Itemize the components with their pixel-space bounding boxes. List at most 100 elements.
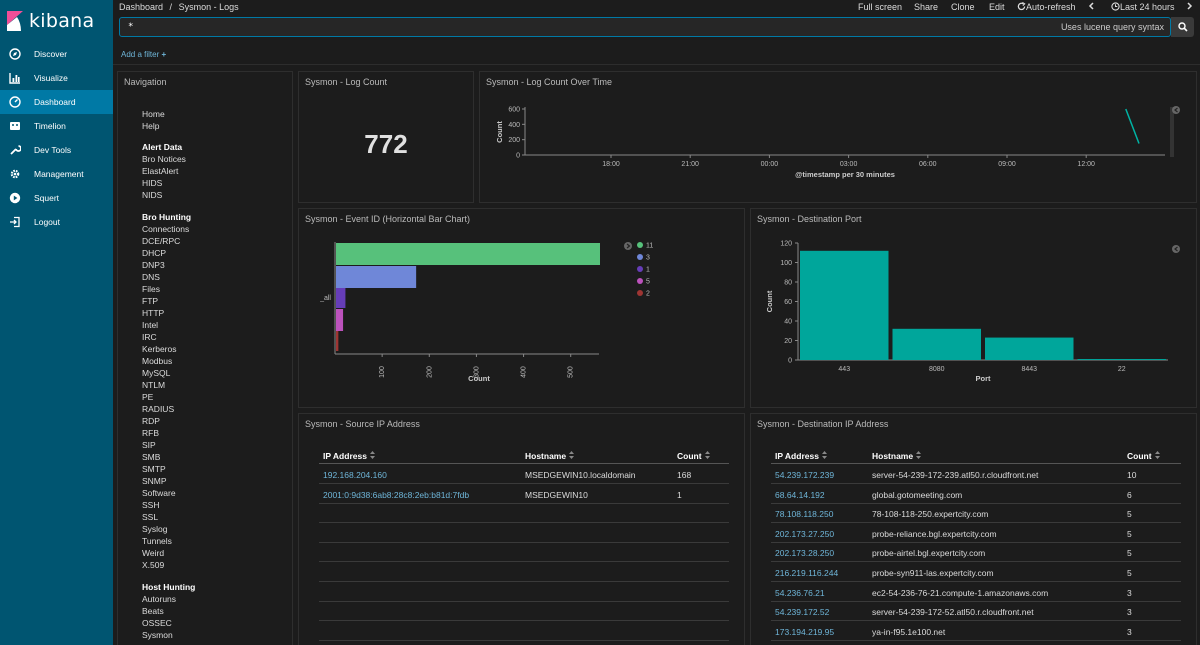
port-bar-22[interactable] [1077, 359, 1167, 360]
nav-link[interactable]: HIDS [142, 178, 163, 188]
ip-address-cell[interactable]: 68.64.14.192 [775, 489, 825, 500]
legend-toggle-icon[interactable] [1172, 245, 1180, 253]
ip-address-cell[interactable]: 202.173.27.250 [775, 528, 835, 539]
sort-icon[interactable] [369, 451, 375, 461]
nav-link[interactable]: DNS [142, 272, 160, 282]
column-header[interactable]: IP Address [323, 451, 375, 461]
full-screen-link[interactable]: Full screen [858, 2, 903, 12]
event-id-bar-3[interactable] [336, 266, 417, 288]
sidebar-item-dashboard[interactable]: Dashboard [0, 90, 113, 114]
nav-link[interactable]: DHCP [142, 248, 167, 258]
column-header[interactable]: IP Address [775, 451, 827, 461]
nav-link[interactable]: DCE/RPC [142, 236, 181, 246]
nav-link[interactable]: Autoruns [142, 594, 177, 604]
column-header[interactable]: Count [677, 451, 710, 461]
column-header[interactable]: Hostname [872, 451, 922, 461]
sort-icon[interactable] [916, 451, 922, 461]
chart-scrollbar[interactable] [1170, 107, 1174, 157]
nav-link[interactable]: NIDS [142, 190, 163, 200]
nav-link[interactable]: RFB [142, 428, 159, 438]
ip-address-cell[interactable]: 202.173.28.250 [775, 548, 835, 559]
nav-link[interactable]: OSSEC [142, 618, 172, 628]
kibana-logo[interactable]: kibana [7, 8, 94, 34]
event-id-bar-5[interactable] [336, 309, 344, 331]
edit-link[interactable]: Edit [989, 2, 1005, 12]
nav-link[interactable]: Tunnels [142, 536, 172, 546]
nav-link[interactable]: SIP [142, 440, 156, 450]
nav-link[interactable]: Syslog [142, 524, 168, 534]
sidebar-item-logout[interactable]: Logout [0, 210, 113, 234]
nav-link[interactable]: SMTP [142, 464, 166, 474]
event-id-bar-11[interactable] [336, 243, 600, 265]
nav-link-help[interactable]: Help [142, 121, 160, 131]
ip-address-cell[interactable]: 216.219.116.244 [775, 568, 839, 578]
port-bar-8443[interactable] [985, 337, 1074, 360]
event-id-bar-2[interactable] [336, 331, 339, 351]
sort-icon[interactable] [704, 451, 710, 461]
nav-link[interactable]: DNP3 [142, 260, 165, 270]
nav-link[interactable]: Software [142, 488, 176, 498]
share-link[interactable]: Share [914, 2, 939, 12]
legend-item-11[interactable]: 11 [637, 242, 653, 250]
nav-link[interactable]: Files [142, 284, 160, 294]
legend-toggle-icon[interactable] [624, 242, 632, 250]
column-header[interactable]: Hostname [525, 451, 575, 461]
nav-link[interactable]: PE [142, 392, 154, 402]
ip-address-cell[interactable]: 78.108.118.250 [775, 509, 834, 520]
nav-link[interactable]: Modbus [142, 356, 173, 366]
sidebar-item-discover[interactable]: Discover [0, 42, 113, 66]
search-button[interactable] [1171, 17, 1194, 37]
legend-item-2[interactable]: 2 [637, 290, 650, 298]
nav-link[interactable]: SSL [142, 512, 159, 522]
time-forward-button[interactable] [1186, 2, 1193, 12]
legend-item-1[interactable]: 1 [637, 266, 650, 274]
nav-link[interactable]: Beats [142, 606, 164, 616]
nav-link[interactable]: RDP [142, 416, 160, 426]
nav-link[interactable]: IRC [142, 332, 157, 342]
sidebar-item-squert[interactable]: Squert [0, 186, 113, 210]
ip-address-cell[interactable]: 2001:0:9d38:6ab8:28c8:2eb:b81d:7fdb [323, 489, 470, 500]
ip-address-cell[interactable]: 192.168.204.160 [323, 470, 387, 480]
nav-link[interactable]: Connections [142, 224, 190, 234]
legend-item-3[interactable]: 3 [637, 254, 650, 262]
breadcrumb-dashboard[interactable]: Dashboard [119, 2, 164, 12]
ip-address-cell[interactable]: 54.236.76.21 [775, 587, 825, 598]
nav-link[interactable]: SMB [142, 452, 161, 462]
nav-link[interactable]: NTLM [142, 380, 166, 390]
legend-toggle-icon[interactable] [1172, 106, 1180, 114]
nav-link[interactable]: SNMP [142, 476, 167, 486]
sidebar-item-management[interactable]: Management [0, 162, 113, 186]
nav-link[interactable]: Kerberos [142, 344, 177, 354]
nav-link[interactable]: ElastAlert [142, 166, 179, 176]
sort-icon[interactable] [569, 451, 575, 461]
sort-icon[interactable] [821, 451, 827, 461]
nav-link[interactable]: Intel [142, 320, 159, 330]
time-picker-button[interactable]: Last 24 hours [1111, 2, 1175, 12]
nav-link[interactable]: Weird [142, 548, 165, 558]
lucene-syntax-hint[interactable]: Uses lucene query syntax [1060, 22, 1164, 32]
auto-refresh-button[interactable]: Auto-refresh [1017, 1, 1076, 12]
legend-item-5[interactable]: 5 [637, 278, 650, 286]
event-id-bar-1[interactable] [336, 288, 346, 308]
port-bar-443[interactable] [800, 250, 889, 360]
nav-link[interactable]: RADIUS [142, 404, 175, 414]
add-filter-link[interactable]: Add a filter + [121, 50, 166, 59]
ip-address-cell[interactable]: 173.194.219.95 [775, 626, 835, 637]
nav-link-home[interactable]: Home [142, 109, 165, 119]
column-header[interactable]: Count [1127, 451, 1160, 461]
time-back-button[interactable] [1088, 2, 1095, 12]
sort-icon[interactable] [1154, 451, 1160, 461]
sidebar-item-visualize[interactable]: Visualize [0, 66, 113, 90]
sidebar-item-dev-tools[interactable]: Dev Tools [0, 138, 113, 162]
nav-link[interactable]: FTP [142, 296, 159, 306]
query-input[interactable]: * Uses lucene query syntax [119, 17, 1171, 37]
nav-link[interactable]: Bro Notices [142, 154, 186, 164]
nav-link[interactable]: SSH [142, 500, 160, 510]
nav-link[interactable]: Sysmon [142, 630, 173, 640]
port-bar-8080[interactable] [892, 328, 982, 360]
ip-address-cell[interactable]: 54.239.172.52 [775, 607, 830, 618]
clone-link[interactable]: Clone [951, 2, 975, 12]
nav-link[interactable]: X.509 [142, 560, 165, 570]
nav-link[interactable]: MySQL [142, 368, 171, 378]
sidebar-item-timelion[interactable]: Timelion [0, 114, 113, 138]
